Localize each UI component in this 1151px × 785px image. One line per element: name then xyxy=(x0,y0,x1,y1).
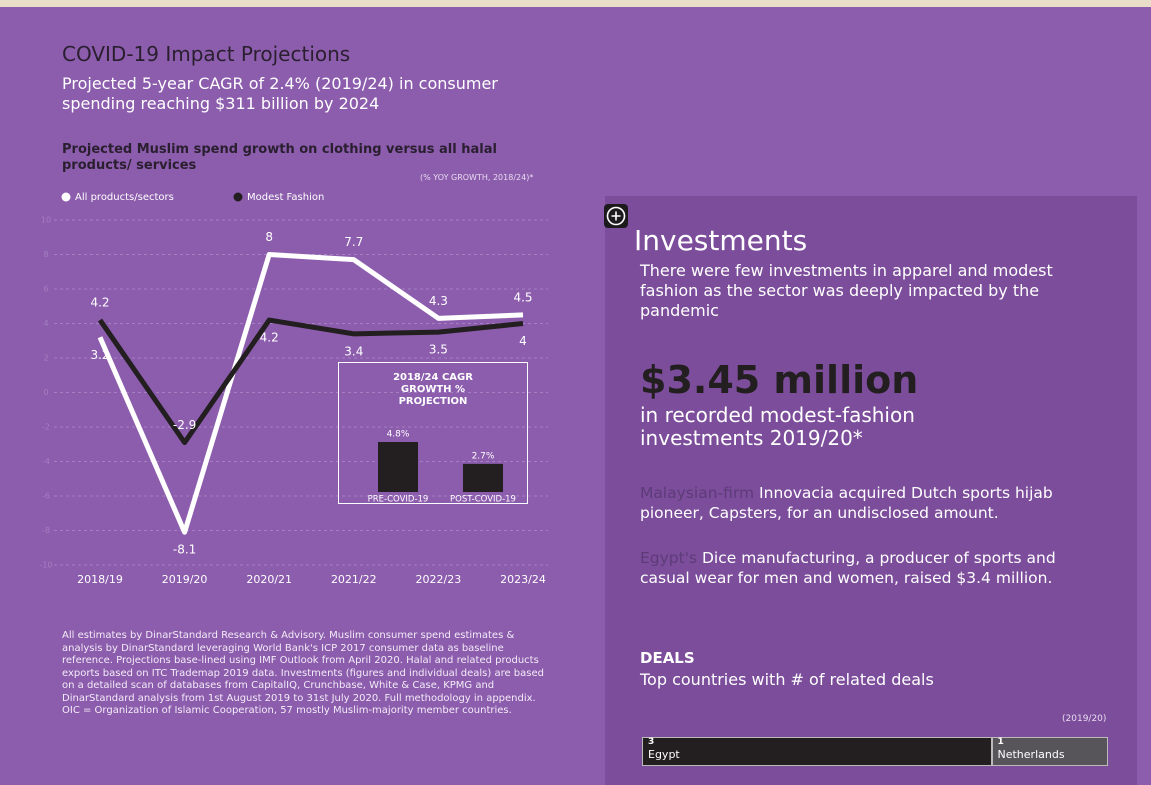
amount: $3.45 million xyxy=(640,358,919,402)
data-label: -2.9 xyxy=(173,418,196,432)
deals-period: (2019/20) xyxy=(1062,714,1107,724)
inset-box xyxy=(338,362,528,504)
y-tick-label: 10 xyxy=(41,216,51,225)
chart: -10 -8 -6 -4 -2 0 2 4 6 8 10 2018/19 2019/20 2020/21 2… xyxy=(39,192,548,586)
item-text: Innovacia acquired Dutch sports hijab pi… xyxy=(640,484,1053,522)
data-label: 8 xyxy=(265,230,273,244)
x-tick-label: 2020/21 xyxy=(246,573,292,586)
y-tick-label: 6 xyxy=(43,285,48,294)
data-label: 3.5 xyxy=(429,343,448,357)
data-label: 3.2 xyxy=(90,348,109,362)
y-tick-label: 8 xyxy=(43,250,48,259)
bar xyxy=(463,463,503,492)
x-tick-label: 2022/23 xyxy=(416,573,462,586)
y-tick-label: 0 xyxy=(43,388,48,397)
deal-bar xyxy=(642,737,992,766)
legend-label: All products/sectors xyxy=(75,192,174,203)
bar-label: 2.7% xyxy=(472,451,495,461)
footnote: All estimates by DinarStandard Research … xyxy=(62,630,544,716)
title: COVID-19 Impact Projections xyxy=(62,42,351,66)
line-series xyxy=(97,252,524,535)
item-highlight: Malaysian-firm xyxy=(640,484,755,502)
investment-item: Malaysian-firm Innovacia acquired Dutch … xyxy=(640,483,1100,523)
investments-intro: There were few investments in apparel an… xyxy=(640,261,1053,320)
legend-label: Modest Fashion xyxy=(247,192,324,203)
x-tick-label: 2019/20 xyxy=(162,573,208,586)
chart-subtitle: (% YOY GROWTH, 2018/24)* xyxy=(420,173,534,182)
y-tick-label: -2 xyxy=(42,423,50,432)
deal-count: 3 xyxy=(648,737,655,747)
y-tick-label: 2 xyxy=(43,354,48,363)
data-label: 3.4 xyxy=(344,344,363,358)
y-tick-label: 4 xyxy=(43,319,48,328)
line-series xyxy=(97,317,524,446)
data-label: 4.5 xyxy=(513,290,532,304)
x-tick-label: 2023/24 xyxy=(500,573,546,586)
data-label: -8.1 xyxy=(173,543,196,557)
data-label: 4.2 xyxy=(90,296,109,310)
deal-country: Netherlands xyxy=(997,748,1065,761)
investments-title: Investments xyxy=(634,224,808,257)
item-highlight: Egypt's xyxy=(640,549,698,567)
data-label: 4 xyxy=(519,334,527,348)
plus-icon xyxy=(604,204,628,228)
deal-country: Egypt xyxy=(648,748,680,761)
y-tick-label: -8 xyxy=(42,526,50,535)
bar-category: PRE-COVID-19 xyxy=(368,495,429,505)
data-label: 4.2 xyxy=(260,331,279,345)
legend-swatch xyxy=(61,192,71,202)
top-strip xyxy=(0,0,1151,7)
data-label: 7.7 xyxy=(344,235,363,249)
y-tick-label: -4 xyxy=(42,457,50,466)
y-tick-label: -6 xyxy=(42,492,50,501)
y-tick-label: -10 xyxy=(39,561,52,570)
bar-label: 4.8% xyxy=(387,430,410,440)
bar-category: POST-COVID-19 xyxy=(450,495,516,505)
investment-item: Egypt's Dice manufacturing, a producer o… xyxy=(640,548,1100,588)
x-tick-label: 2021/22 xyxy=(331,573,377,586)
data-label: 4.3 xyxy=(429,294,448,308)
deal-bar xyxy=(991,737,1108,766)
bar xyxy=(378,442,418,492)
deals-title: DEALS xyxy=(640,649,695,667)
x-tick-label: 2018/19 xyxy=(77,573,123,586)
item-text: Dice manufacturing, a producer of sports… xyxy=(640,549,1056,587)
deals-subtitle: Top countries with # of related deals xyxy=(640,670,934,689)
inset-title: 2018/24 CAGR GROWTH % PROJECTION xyxy=(393,372,473,407)
amount-caption: in recorded modest-fashion investments 2… xyxy=(640,403,915,450)
deal-count: 1 xyxy=(997,737,1004,747)
right-panel xyxy=(605,196,1137,785)
legend-swatch xyxy=(233,192,243,202)
subtitle: Projected 5-year CAGR of 2.4% (2019/24) … xyxy=(62,74,498,113)
chart-title: Projected Muslim spend growth on clothin… xyxy=(62,142,497,173)
